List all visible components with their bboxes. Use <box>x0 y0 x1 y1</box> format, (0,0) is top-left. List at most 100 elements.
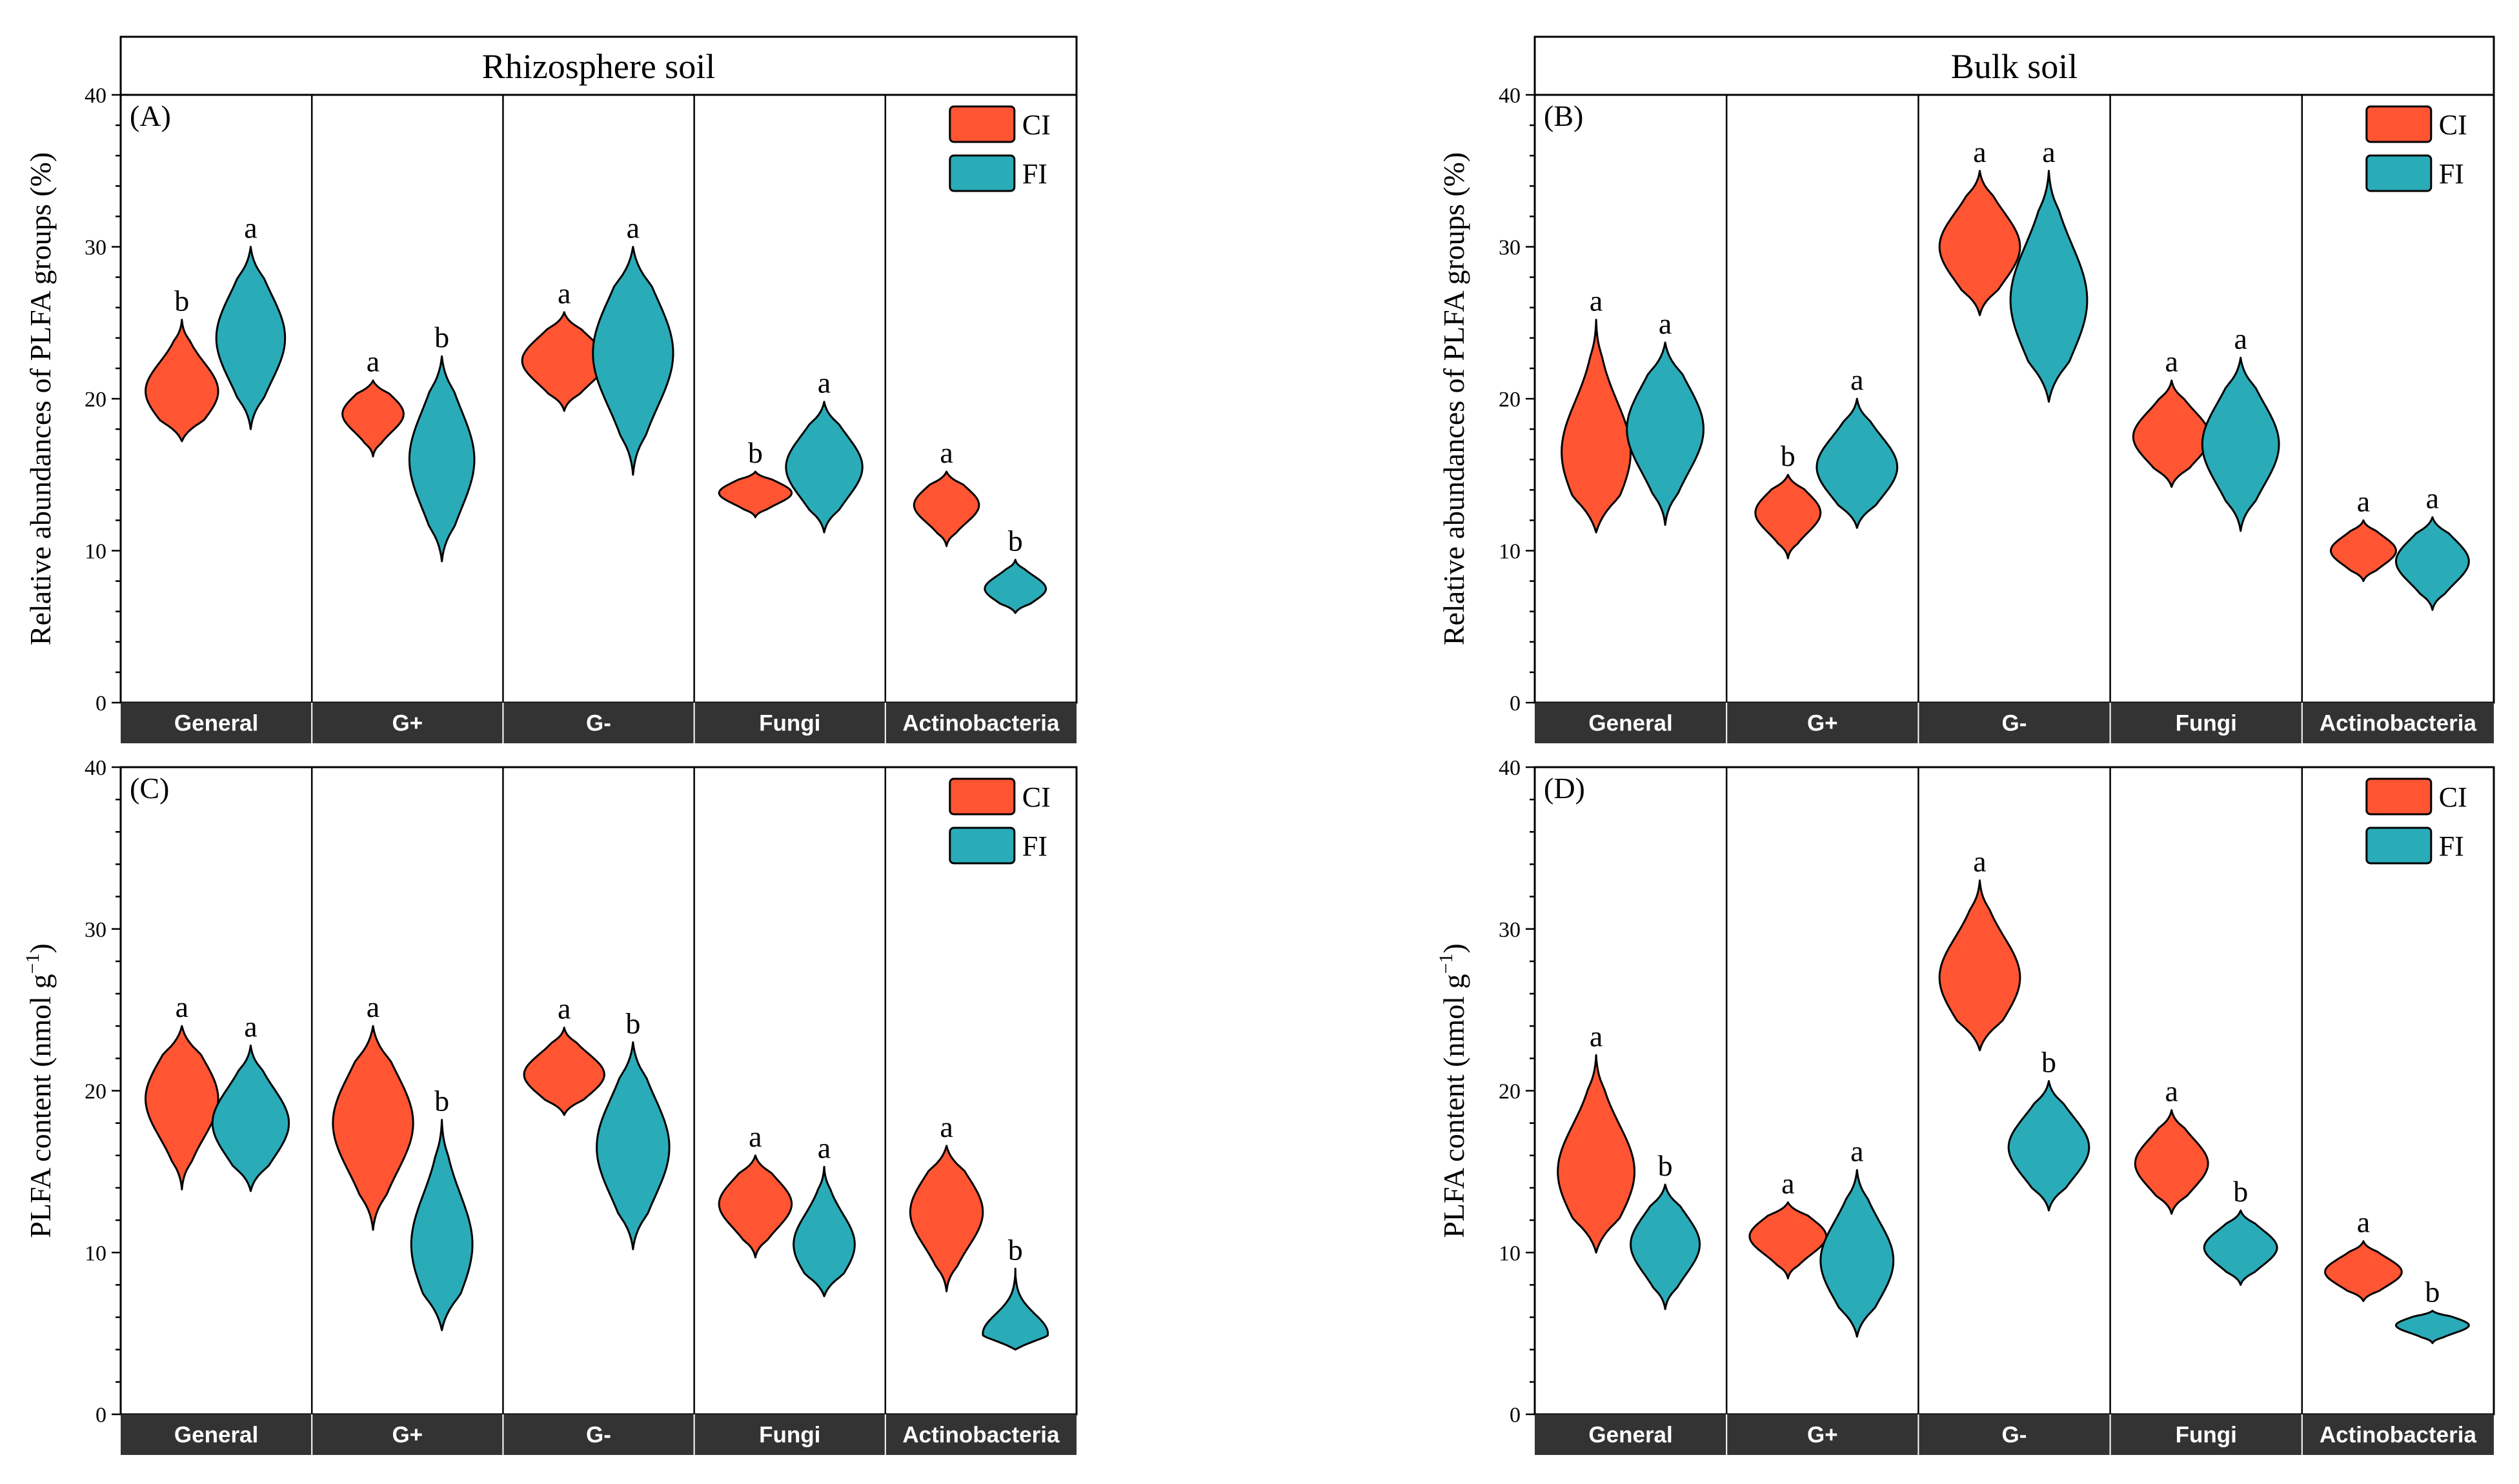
significance-label: b <box>1658 1149 1673 1182</box>
y-tick-label: 10 <box>85 1241 106 1265</box>
violin-ci-general <box>145 1025 219 1190</box>
category-band <box>121 703 1077 743</box>
legend-label-fi: FI <box>2439 158 2464 190</box>
legend-swatch-fi <box>949 154 1016 192</box>
panel-D: General G+ G- Fungi Actinobacteria 0 10 20 30 40 P… <box>1435 756 2495 1455</box>
category-label: Actinobacteria <box>902 1423 1060 1448</box>
panel-title: Bulk soil <box>1951 47 2078 86</box>
plot-frame <box>1533 766 2495 1416</box>
significance-label: a <box>2165 345 2178 378</box>
violin-fi-g <box>1816 397 1899 529</box>
panel-label: (B) <box>1544 99 1583 132</box>
violin-fi-general <box>1630 1183 1701 1310</box>
category-label: G- <box>2002 711 2027 736</box>
violin-fi-fungi <box>793 1165 856 1298</box>
category-label: Fungi <box>2176 711 2237 736</box>
violin-ci-g <box>341 379 405 457</box>
category-band <box>1535 1414 2494 1455</box>
violin-ci-general <box>1557 1054 1635 1254</box>
legend-label-fi: FI <box>2439 830 2464 862</box>
category-band <box>121 1414 1077 1455</box>
y-tick-label: 40 <box>1499 756 1521 780</box>
violin-fi-actinobacteria <box>982 1267 1049 1351</box>
violin-ci-fungi <box>2132 379 2211 488</box>
y-axis-label: Relative abundances of PLFA groups (%) <box>1437 152 1470 645</box>
y-axis-label: PLFA content (nmol g−1) <box>22 943 57 1238</box>
panel-label: (C) <box>130 772 169 805</box>
violin-fi-actinobacteria <box>2394 516 2470 611</box>
violin-fi-g <box>410 1119 474 1332</box>
violin-ci-fungi <box>718 470 793 519</box>
significance-label: b <box>748 436 763 469</box>
violin-fi-g <box>2007 1080 2090 1212</box>
y-axis-label: Relative abundances of PLFA groups (%) <box>24 152 57 645</box>
violin-ci-g <box>1938 170 2021 316</box>
violin-ci-g <box>332 1025 414 1231</box>
panel-C: General G+ G- Fungi Actinobacteria 0 10 20 30 40 P… <box>22 756 1078 1455</box>
significance-label: b <box>625 1007 640 1039</box>
violin-ci-actinobacteria <box>2329 519 2397 583</box>
violin-ci-actinobacteria <box>2324 1240 2403 1302</box>
significance-label: a <box>558 277 571 310</box>
violin-fi-g <box>408 355 476 563</box>
y-tick-label: 0 <box>1510 1403 1521 1427</box>
violin-fi-actinobacteria <box>2394 1310 2470 1345</box>
y-tick-label: 30 <box>85 918 106 942</box>
category-label: G- <box>586 711 611 736</box>
violin-ci-g <box>1748 1201 1828 1279</box>
legend-swatch-ci <box>2365 777 2433 816</box>
legend-label-fi: FI <box>1022 830 1047 862</box>
violin-ci-actinobacteria <box>909 1145 984 1292</box>
significance-label: b <box>434 1085 449 1118</box>
significance-label: a <box>2165 1075 2178 1108</box>
panel-title: Rhizosphere soil <box>482 47 715 86</box>
y-axis-label-superscript: −1 <box>1435 954 1457 974</box>
category-band <box>1535 703 2494 743</box>
significance-label: b <box>2233 1175 2248 1208</box>
category-label: General <box>1588 1423 1672 1448</box>
legend-swatch-fi <box>949 827 1016 865</box>
category-label: G+ <box>392 1423 423 1448</box>
significance-label: a <box>367 990 379 1023</box>
category-label: G- <box>586 1423 611 1448</box>
panel-label: (D) <box>1544 772 1585 805</box>
violin-ci-actinobacteria <box>913 470 980 547</box>
y-tick-label: 40 <box>85 756 106 780</box>
y-tick-label: 10 <box>1499 540 1521 564</box>
y-tick-label: 0 <box>96 1403 106 1427</box>
significance-label: a <box>558 992 571 1025</box>
significance-label: a <box>818 1131 831 1164</box>
violin-ci-fungi <box>718 1154 793 1259</box>
significance-label: a <box>749 1120 762 1153</box>
y-axis-label: PLFA content (nmol g−1) <box>1435 943 1470 1238</box>
significance-label: b <box>1008 1233 1023 1266</box>
significance-label: a <box>1850 363 1863 396</box>
significance-label: a <box>1659 307 1672 340</box>
category-label: General <box>174 1423 258 1448</box>
legend-label-ci: CI <box>2439 109 2467 141</box>
significance-label: a <box>818 366 831 399</box>
y-tick-label: 30 <box>85 236 106 260</box>
significance-label: a <box>2357 1206 2370 1239</box>
category-label: General <box>174 711 258 736</box>
violin-ci-g <box>1754 474 1822 559</box>
violin-fi-fungi <box>2201 356 2280 532</box>
significance-label: a <box>367 345 379 378</box>
y-tick-label: 0 <box>96 692 106 716</box>
legend-label-ci: CI <box>2439 781 2467 813</box>
significance-label: a <box>1850 1134 1863 1167</box>
significance-label: b <box>434 321 449 354</box>
category-label: G+ <box>1807 711 1838 736</box>
title-strip <box>1533 35 2495 96</box>
violin-fi-general <box>211 1044 290 1192</box>
significance-label: a <box>1590 1019 1603 1052</box>
legend-swatch-ci <box>949 105 1016 143</box>
y-tick-label: 30 <box>1499 236 1521 260</box>
significance-label: a <box>1781 1167 1794 1200</box>
violin-fi-g <box>1819 1168 1895 1338</box>
violin-fi-fungi <box>2203 1209 2278 1286</box>
significance-label: a <box>244 1010 257 1043</box>
y-tick-label: 20 <box>1499 1080 1521 1104</box>
significance-label: a <box>940 436 953 469</box>
